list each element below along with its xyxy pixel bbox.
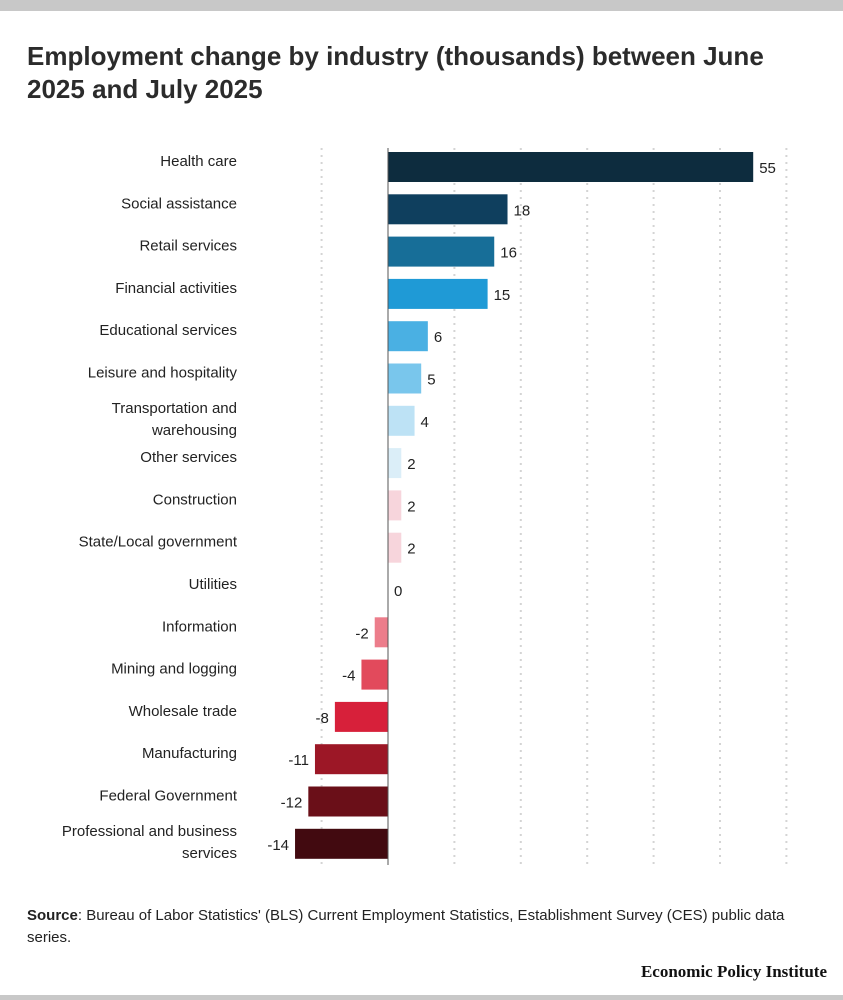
value-label: 2: [407, 541, 415, 558]
category-label: State/Local government: [79, 534, 238, 551]
bottom-border: [0, 995, 843, 1000]
bar: [388, 490, 402, 521]
category-label: Federal Government: [99, 788, 237, 805]
category-label: Construction: [153, 491, 237, 508]
bar: [361, 659, 388, 690]
category-label: Financial activities: [115, 280, 237, 297]
category-label: Mining and logging: [111, 661, 237, 678]
category-label: Educational services: [99, 322, 237, 339]
bar: [334, 701, 388, 732]
top-border: [0, 0, 843, 11]
source-text: : Bureau of Labor Statistics' (BLS) Curr…: [27, 907, 785, 946]
bar: [374, 617, 388, 648]
bar: [295, 828, 388, 859]
value-label: -4: [342, 668, 355, 685]
value-label: -14: [267, 837, 289, 854]
value-label: -12: [281, 795, 303, 812]
value-label: 4: [421, 414, 429, 431]
value-label: -11: [288, 752, 309, 769]
value-label: 6: [434, 329, 442, 346]
category-label: Professional and business services: [62, 823, 237, 862]
value-label: 15: [494, 287, 511, 304]
category-label: Transportation and warehousing: [112, 400, 237, 439]
chart-title: Employment change by industry (thousands…: [27, 41, 764, 104]
source-note: Source: Bureau of Labor Statistics' (BLS…: [27, 905, 817, 949]
category-label: Information: [162, 618, 237, 635]
value-label: 16: [500, 245, 517, 262]
value-label: 55: [759, 160, 776, 177]
category-label: Social assistance: [121, 195, 237, 212]
category-label: Other services: [140, 449, 237, 466]
bar: [388, 405, 415, 436]
value-label: 5: [427, 372, 435, 389]
value-label: 2: [407, 498, 415, 515]
bar: [308, 786, 388, 817]
category-label: Wholesale trade: [129, 703, 237, 720]
category-label: Leisure and hospitality: [88, 365, 238, 382]
value-label: 0: [394, 583, 402, 600]
bar: [388, 278, 488, 309]
bar: [388, 321, 428, 352]
value-label: -8: [316, 710, 329, 727]
brand-logo: Economic Policy Institute: [640, 962, 827, 981]
bar: [388, 152, 754, 182]
value-label: -2: [355, 625, 368, 642]
bar: [388, 448, 402, 479]
bar: [388, 363, 422, 394]
bar: [314, 744, 388, 775]
bar: [388, 532, 402, 563]
bar-chart: Health care 55 Social assistance 18 Retail s…: [62, 148, 788, 865]
source-label: Source: [27, 907, 78, 924]
category-label: Utilities: [189, 576, 237, 593]
bar: [388, 194, 508, 225]
category-label: Health care: [160, 153, 237, 170]
category-label: Retail services: [139, 238, 237, 255]
value-label: 18: [514, 202, 531, 219]
bar: [388, 236, 495, 267]
category-label: Manufacturing: [142, 745, 237, 762]
value-label: 2: [407, 456, 415, 473]
